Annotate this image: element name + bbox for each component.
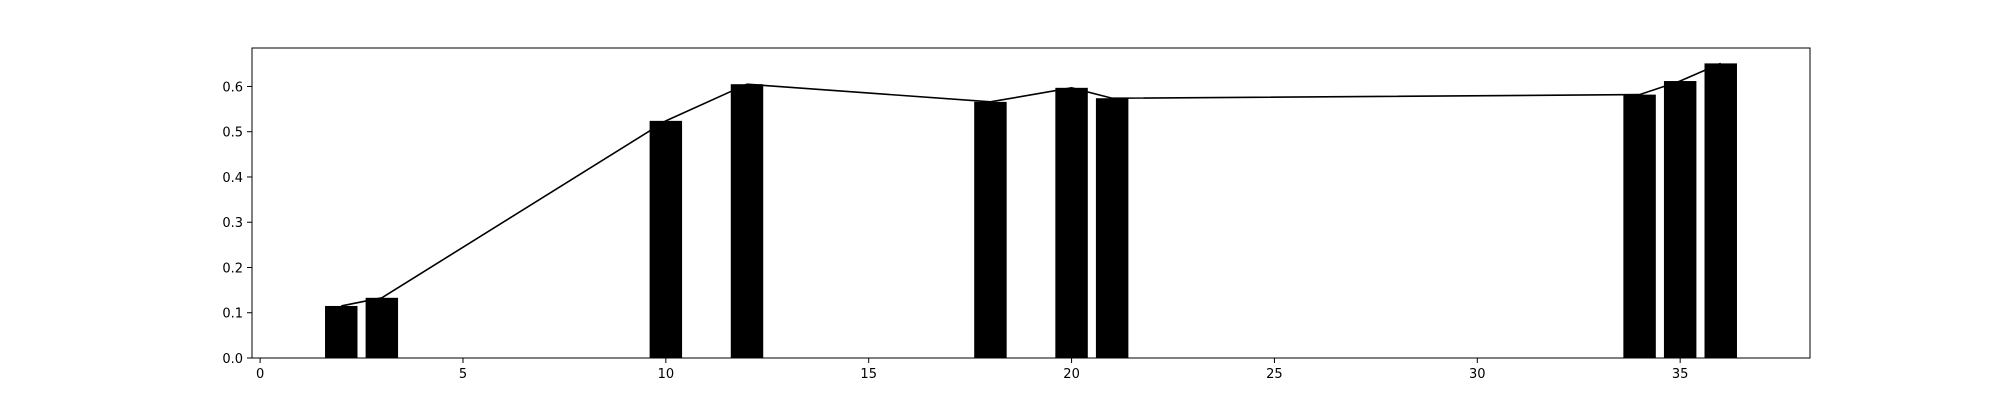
bar bbox=[1663, 81, 1697, 358]
x-tick-label: 0 bbox=[256, 367, 264, 382]
bar bbox=[325, 305, 358, 358]
bar bbox=[1623, 94, 1656, 359]
x-tick-label: 30 bbox=[1469, 367, 1486, 382]
y-tick-label: 0.0 bbox=[222, 352, 243, 367]
series-line bbox=[341, 62, 1722, 307]
y-tick-label: 0.6 bbox=[222, 80, 243, 95]
x-tick-label: 10 bbox=[658, 367, 675, 382]
bar bbox=[649, 120, 683, 358]
x-tick-label: 15 bbox=[860, 367, 877, 382]
y-tick-label: 0.3 bbox=[222, 216, 243, 231]
x-tick-label: 5 bbox=[459, 367, 467, 382]
axes-layer: 0 5 10 15 20 25 30 35 0.0 0.1 0.2 0.3 0.4 0.5 0.6 bbox=[222, 47, 1811, 382]
plot-frame bbox=[251, 47, 1811, 359]
x-tick-label: 25 bbox=[1266, 367, 1283, 382]
bar bbox=[1704, 63, 1737, 358]
y-tick-label: 0.1 bbox=[222, 307, 243, 322]
x-tick-label: 20 bbox=[1063, 367, 1080, 382]
bar bbox=[730, 84, 764, 358]
bars-layer bbox=[325, 63, 1737, 359]
y-tick-label: 0.4 bbox=[222, 171, 243, 186]
x-tick-label: 35 bbox=[1672, 367, 1689, 382]
y-tick-label: 0.2 bbox=[222, 261, 243, 276]
bar bbox=[365, 297, 399, 358]
bar bbox=[1055, 87, 1088, 358]
line-layer bbox=[341, 62, 1722, 307]
y-tick-label: 0.5 bbox=[222, 126, 243, 141]
bar bbox=[974, 101, 1007, 358]
bar bbox=[1095, 98, 1129, 358]
